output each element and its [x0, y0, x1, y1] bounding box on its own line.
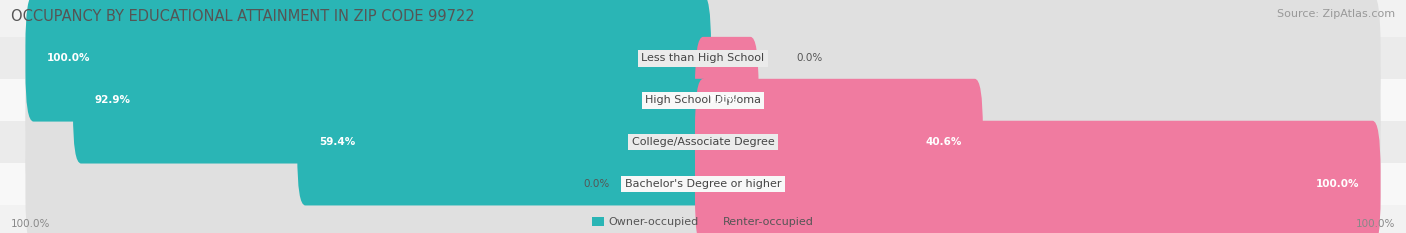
FancyBboxPatch shape — [25, 0, 711, 122]
Text: 0.0%: 0.0% — [583, 179, 609, 189]
Text: 100.0%: 100.0% — [1316, 179, 1360, 189]
FancyBboxPatch shape — [25, 79, 711, 206]
Bar — [0, 163, 1406, 205]
Text: Source: ZipAtlas.com: Source: ZipAtlas.com — [1277, 9, 1395, 19]
Text: Bachelor's Degree or higher: Bachelor's Degree or higher — [624, 179, 782, 189]
FancyBboxPatch shape — [25, 121, 711, 233]
Text: Less than High School: Less than High School — [641, 53, 765, 63]
FancyBboxPatch shape — [25, 0, 711, 122]
Text: 7.1%: 7.1% — [709, 95, 737, 105]
FancyBboxPatch shape — [695, 0, 1381, 122]
Text: OCCUPANCY BY EDUCATIONAL ATTAINMENT IN ZIP CODE 99722: OCCUPANCY BY EDUCATIONAL ATTAINMENT IN Z… — [11, 9, 475, 24]
FancyBboxPatch shape — [695, 37, 759, 164]
FancyBboxPatch shape — [73, 37, 711, 164]
Text: 59.4%: 59.4% — [319, 137, 354, 147]
Text: 92.9%: 92.9% — [94, 95, 131, 105]
Bar — [0, 121, 1406, 163]
FancyBboxPatch shape — [695, 121, 1381, 233]
Bar — [0, 37, 1406, 79]
Text: College/Associate Degree: College/Associate Degree — [631, 137, 775, 147]
Text: 100.0%: 100.0% — [1355, 219, 1395, 229]
FancyBboxPatch shape — [695, 121, 1381, 233]
Text: 100.0%: 100.0% — [11, 219, 51, 229]
Text: 40.6%: 40.6% — [925, 137, 962, 147]
Bar — [0, 79, 1406, 121]
Text: 0.0%: 0.0% — [797, 53, 823, 63]
Legend: Owner-occupied, Renter-occupied: Owner-occupied, Renter-occupied — [592, 217, 814, 227]
FancyBboxPatch shape — [695, 79, 983, 206]
Text: High School Diploma: High School Diploma — [645, 95, 761, 105]
Text: 100.0%: 100.0% — [46, 53, 90, 63]
FancyBboxPatch shape — [695, 79, 1381, 206]
FancyBboxPatch shape — [297, 79, 711, 206]
FancyBboxPatch shape — [695, 37, 1381, 164]
FancyBboxPatch shape — [25, 37, 711, 164]
